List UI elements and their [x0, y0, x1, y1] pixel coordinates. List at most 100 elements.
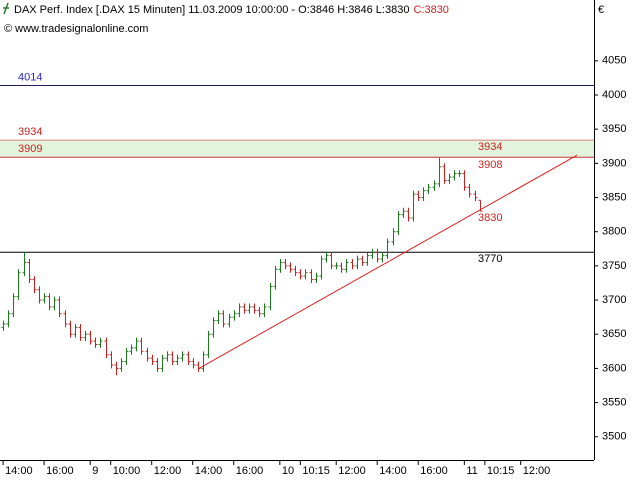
ohlc-bar — [426, 183, 431, 195]
y-tick-label: 3850 — [602, 191, 626, 203]
y-tick-label: 4050 — [602, 55, 626, 67]
ohlc-bar — [324, 252, 329, 263]
y-tick-label: 3500 — [602, 431, 626, 443]
ohlc-bar — [52, 296, 57, 311]
ohlc-bar — [257, 306, 262, 318]
ohlc-bar — [344, 259, 349, 273]
ohlc-bar — [385, 238, 390, 260]
ohlc-bar — [114, 361, 119, 376]
price-label: 3908 — [478, 159, 502, 171]
ohlc-bar — [457, 170, 462, 178]
ohlc-bar — [98, 337, 103, 348]
ohlc-bar — [47, 293, 52, 311]
ohlc-bar — [124, 347, 129, 365]
ohlc-bar — [11, 293, 16, 318]
ohlc-bar — [180, 351, 185, 362]
ohlc-bar — [283, 259, 288, 270]
ohlc-bar — [319, 255, 324, 280]
price-label: 3934 — [478, 141, 502, 153]
x-tick-label: 10:00 — [113, 465, 141, 477]
ohlc-bar — [293, 265, 298, 277]
chart-title: DAX Perf. Index [.DAX 15 Minuten] 11.03.… — [14, 4, 449, 16]
ohlc-bar — [401, 207, 406, 219]
ohlc-bar — [78, 323, 83, 342]
ohlc-bar — [273, 265, 278, 290]
plot: 3934 3909 4014 3934 3908 3830 3770 — [0, 71, 594, 376]
ohlc-bar — [365, 252, 370, 266]
ohlc-bar — [437, 157, 442, 188]
ohlc-bar — [355, 255, 360, 270]
ohlc-bar — [232, 310, 237, 321]
ohlc-bar — [150, 354, 155, 365]
y-tick-label: 3650 — [602, 328, 626, 340]
ohlc-bar — [201, 351, 206, 372]
zone-label: 3934 — [18, 126, 42, 138]
ohlc-bar — [421, 187, 426, 201]
ohlc-bar — [227, 313, 232, 328]
ohlc-bar — [411, 190, 416, 222]
ohlc-bar — [380, 252, 385, 263]
ohlc-bar — [160, 354, 165, 372]
ohlc-bar — [268, 282, 273, 311]
ohlc-bar — [360, 255, 365, 266]
price-label: 3770 — [478, 253, 502, 265]
x-tick-label: 11 — [466, 465, 477, 477]
x-tick-label: 10:15 — [302, 465, 330, 477]
ohlc-bar — [391, 228, 396, 246]
y-tick-label: 3950 — [602, 123, 626, 135]
y-tick-label: 3750 — [602, 260, 626, 272]
ohlc-bar — [406, 207, 411, 222]
ohlc-bar — [432, 180, 437, 191]
x-tick-label: 14:00 — [195, 465, 223, 477]
ohlc-bar — [186, 351, 191, 365]
close-text: C:3830 — [413, 4, 448, 16]
ohlc-bar — [452, 170, 457, 181]
ohlc-bar — [416, 190, 421, 201]
x-tick-label: 16:00 — [236, 465, 264, 477]
ohlc-bar — [252, 303, 257, 314]
x-tick-label: 16:00 — [420, 465, 448, 477]
ohlc-bar — [221, 310, 226, 328]
ohlc-bar — [88, 330, 93, 345]
ohlc-bar — [57, 296, 62, 318]
zone-label: 3909 — [18, 143, 42, 155]
x-tick-label: 14:00 — [5, 465, 33, 477]
x-tick-label: 16:00 — [46, 465, 74, 477]
ohlc-bar — [134, 337, 139, 352]
ohlc-bar — [473, 190, 478, 201]
level-label: 4014 — [18, 71, 42, 83]
ohlc-bar — [22, 252, 27, 277]
ohlc-bar — [93, 337, 98, 348]
ohlc-bar — [442, 163, 447, 184]
ohlc-bar — [462, 170, 467, 191]
ohlc-bar — [350, 259, 355, 270]
x-tick-label: 10 — [282, 465, 294, 477]
ohlc-bar — [63, 310, 68, 328]
ohlc-bar — [42, 293, 47, 304]
ohlc-bar — [119, 358, 124, 372]
ohlc-bar — [278, 259, 283, 273]
ohlc-bar — [329, 252, 334, 270]
y-tick-label: 3550 — [602, 396, 626, 408]
ohlc-bar — [139, 337, 144, 355]
ohlc-bar — [1, 320, 6, 331]
ohlc-bar — [83, 330, 88, 342]
ohlc-bar — [175, 354, 180, 365]
ohlc-bar — [196, 361, 201, 372]
price-label: 3830 — [478, 212, 502, 224]
ohlc-bar — [370, 248, 375, 260]
x-tick-label: 9 — [92, 465, 98, 477]
y-tick-label: 3600 — [602, 362, 626, 374]
ohlc-bar — [191, 358, 196, 369]
trendline — [197, 154, 578, 370]
ohlc-bar — [467, 183, 472, 198]
ohlc-bar — [478, 199, 483, 212]
ohlc-bar — [206, 330, 211, 359]
zone — [0, 140, 594, 158]
source: © www.tradesignalonline.com — [4, 23, 148, 35]
ohlc-bar — [145, 347, 150, 362]
ohlc-bar — [37, 286, 42, 304]
ohlc-bar — [155, 358, 160, 372]
